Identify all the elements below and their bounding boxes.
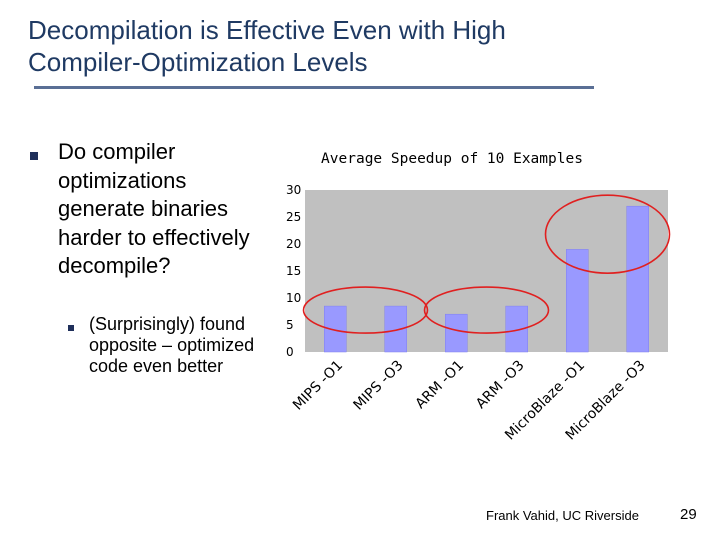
speedup-chart: Average Speedup of 10 Examples 0 5 10 15 20 2…	[286, 151, 671, 443]
x-tick-label: MIPS -O1	[290, 358, 346, 414]
slide-title-line-2: Compiler-Optimization Levels	[28, 47, 368, 77]
x-tick-label: ARM -O1	[412, 358, 467, 413]
bar-2	[445, 313, 468, 353]
main-bullet-text: Do compiler optimizations generate binar…	[58, 139, 250, 278]
bar-5	[626, 205, 649, 353]
y-tick-label: 5	[286, 318, 294, 332]
bullet-marker	[30, 152, 38, 160]
bar-3	[505, 305, 528, 353]
sub-bullet-marker	[68, 325, 74, 331]
x-tick-label: ARM -O3	[473, 358, 528, 413]
highlight-circle-0	[302, 286, 429, 334]
highlight-circle-2	[544, 194, 671, 274]
slide-title-line-1: Decompilation is Effective Even with Hig…	[28, 15, 506, 45]
page-number: 29	[680, 506, 697, 523]
y-tick-label: 10	[286, 291, 301, 305]
y-tick-label: 30	[286, 183, 301, 197]
footer-author: Frank Vahid, UC Riverside	[486, 508, 639, 523]
bar-0	[324, 305, 347, 353]
y-tick-label: 20	[286, 237, 301, 251]
slide-title: Decompilation is Effective Even with Hig…	[28, 14, 628, 78]
bar-4	[566, 249, 589, 353]
y-tick-label: 25	[286, 210, 301, 224]
y-tick-label: 15	[286, 264, 301, 278]
bar-1	[384, 305, 407, 353]
title-underline	[34, 86, 594, 89]
x-tick-label: MIPS -O3	[350, 358, 406, 414]
chart-title: Average Speedup of 10 Examples	[321, 151, 583, 167]
sub-bullet-text: (Surprisingly) found opposite – optimize…	[89, 314, 255, 376]
y-tick-label: 0	[286, 345, 294, 359]
plot-area	[305, 190, 668, 352]
highlight-circle-1	[423, 286, 550, 334]
